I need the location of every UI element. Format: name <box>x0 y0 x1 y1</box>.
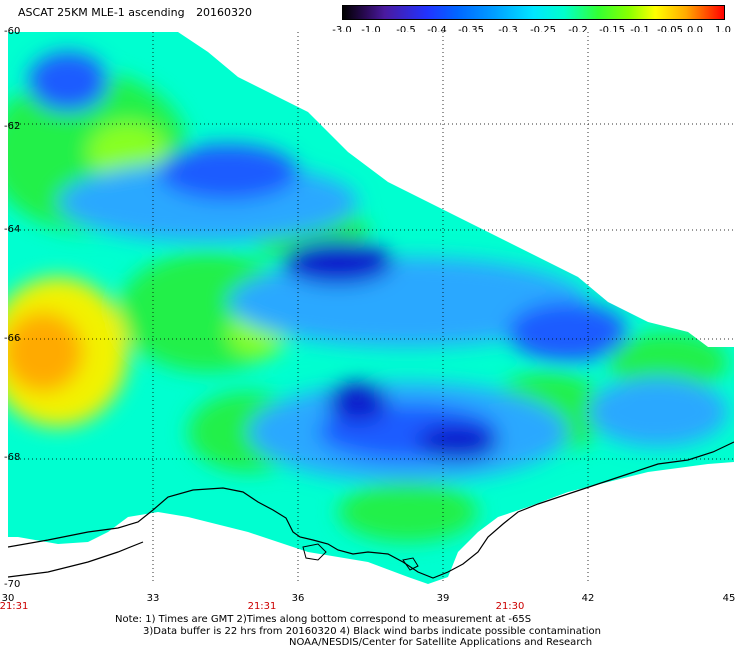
coastline <box>8 441 734 579</box>
lat-label: -66 <box>4 333 21 344</box>
time-label: 21:30 <box>495 601 525 612</box>
lon-label: 39 <box>436 593 450 604</box>
color-scale-labels: -3.0 -1.0 -0.5 -0.4 -0.35 -0.3 -0.25 -0.… <box>330 25 735 37</box>
lat-label: -70 <box>4 579 21 590</box>
scale-label: -1.0 <box>361 25 381 36</box>
scale-label: -0.35 <box>458 25 484 36</box>
product-name: ASCAT 25KM MLE-1 ascending <box>18 6 185 19</box>
product-date: 20160320 <box>196 6 253 19</box>
graticule <box>8 32 734 584</box>
footnote: Note: 1) Times are GMT 2)Times along bot… <box>0 614 740 649</box>
lon-label: 36 <box>291 593 305 604</box>
lon-label: 45 <box>722 593 736 604</box>
lon-label: 33 <box>146 593 160 604</box>
scale-label: -0.1 <box>630 25 650 36</box>
island-outline <box>302 543 327 561</box>
blue-region <box>508 302 628 362</box>
map-title: ASCAT 25KM MLE-1 ascending 20160320 <box>18 6 252 19</box>
lat-label: -68 <box>4 452 21 463</box>
lat-label: -60 <box>4 26 21 37</box>
scale-label: -0.25 <box>530 25 556 36</box>
scale-label: -0.2 <box>568 25 588 36</box>
scale-label: -3.0 <box>332 25 352 36</box>
lon-label: 30 <box>1 593 15 604</box>
green-region <box>338 482 478 542</box>
scale-label: -0.5 <box>396 25 416 36</box>
sky-region <box>588 377 728 447</box>
deep-blue-region <box>283 240 393 284</box>
coastline <box>8 541 144 578</box>
green-region <box>608 332 728 392</box>
scale-label: -0.4 <box>427 25 447 36</box>
blue-region <box>28 52 108 112</box>
lat-label: -62 <box>4 121 21 132</box>
scale-label: -0.3 <box>498 25 518 36</box>
color-scale-bar <box>342 5 725 20</box>
deep-blue-region <box>328 382 388 422</box>
orange-region <box>8 312 83 392</box>
deep-blue-region <box>418 424 498 460</box>
scale-label: 1.0 <box>715 25 731 36</box>
footnote-line: NOAA/NESDIS/Center for Satellite Applica… <box>289 637 593 648</box>
island-outline <box>402 557 419 571</box>
footnote-line: Note: 1) Times are GMT 2)Times along bot… <box>115 614 532 625</box>
wind-data-map <box>8 32 734 584</box>
time-label: 21:31 <box>247 601 277 612</box>
lon-label: 42 <box>581 593 595 604</box>
scale-label: 0.0 <box>687 25 703 36</box>
time-label: 21:31 <box>0 601 29 612</box>
scale-label: -0.15 <box>599 25 625 36</box>
footnote-line: 3)Data buffer is 22 hrs from 20160320 4)… <box>143 625 601 637</box>
scale-label: -0.05 <box>657 25 683 36</box>
lat-label: -64 <box>4 224 21 235</box>
blue-region <box>158 144 298 200</box>
